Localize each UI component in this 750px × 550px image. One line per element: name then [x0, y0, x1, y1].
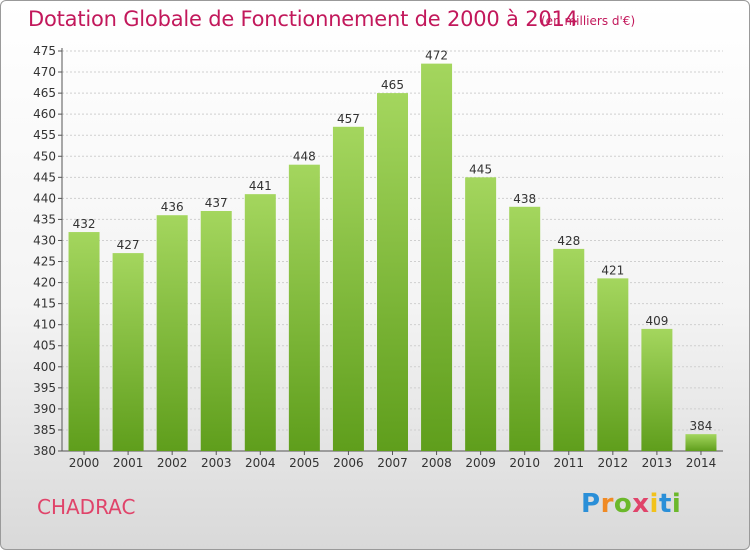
data-label-2001: 427 — [117, 238, 140, 252]
data-label-2011: 428 — [557, 234, 580, 248]
x-tick-label: 2013 — [642, 456, 673, 470]
bar-2009 — [465, 177, 497, 451]
place-name: CHADRAC — [37, 495, 136, 519]
x-tick-label: 2005 — [289, 456, 320, 470]
bars-layer — [68, 63, 717, 452]
data-label-2010: 438 — [513, 192, 536, 206]
bar-2005 — [288, 164, 320, 451]
x-tick-label: 2008 — [421, 456, 452, 470]
data-label-2003: 437 — [205, 196, 228, 210]
x-tick-label: 2000 — [69, 456, 100, 470]
proxiti-logo[interactable]: Proxiti — [581, 489, 682, 519]
y-tick-label: 440 — [33, 191, 56, 205]
data-label-2009: 445 — [469, 162, 492, 176]
bar-2014 — [685, 434, 717, 451]
bar-2000 — [68, 232, 100, 451]
x-tick-label: 2001 — [113, 456, 144, 470]
data-label-2014: 384 — [690, 419, 713, 433]
chart-title: Dotation Globale de Fonctionnement de 20… — [28, 7, 578, 31]
data-label-2008: 472 — [425, 49, 448, 63]
x-tick-label: 2002 — [157, 456, 188, 470]
data-label-2012: 421 — [601, 263, 624, 277]
data-label-2007: 465 — [381, 78, 404, 92]
y-tick-label: 455 — [33, 128, 56, 142]
x-tick-label: 2007 — [377, 456, 408, 470]
x-tick-label: 2006 — [333, 456, 364, 470]
y-tick-label: 430 — [33, 233, 56, 247]
y-tick-label: 465 — [33, 86, 56, 100]
chart-subtitle: (en milliers d'€) — [541, 14, 636, 28]
bar-2002 — [156, 215, 188, 451]
labels-layer: 380 385 390 395 400 405 410 415 420 425 430 435 440 4… — [33, 44, 716, 470]
y-tick-label: 385 — [33, 423, 56, 437]
bar-2007 — [377, 93, 408, 452]
y-tick-label: 420 — [33, 276, 56, 290]
bar-2012 — [597, 278, 629, 451]
data-label-2002: 436 — [161, 200, 184, 214]
y-tick-label: 470 — [33, 65, 56, 79]
x-tick-label: 2014 — [686, 456, 717, 470]
y-tick-label: 380 — [33, 444, 56, 458]
data-label-2005: 448 — [293, 150, 316, 164]
y-tick-label: 400 — [33, 360, 56, 374]
y-tick-label: 425 — [33, 255, 56, 269]
x-tick-label: 2010 — [509, 456, 540, 470]
bar-2006 — [332, 126, 364, 451]
bar-2011 — [553, 248, 585, 451]
x-tick-label: 2003 — [201, 456, 232, 470]
y-tick-label: 395 — [33, 381, 56, 395]
bar-2004 — [244, 194, 276, 451]
y-tick-label: 405 — [33, 339, 56, 353]
data-label-2006: 457 — [337, 112, 360, 126]
y-tick-label: 460 — [33, 107, 56, 121]
bar-2010 — [509, 206, 541, 451]
y-tick-label: 445 — [33, 170, 56, 184]
bar-2001 — [112, 253, 144, 451]
y-tick-label: 450 — [33, 149, 56, 163]
data-label-2013: 409 — [645, 314, 668, 328]
y-tick-label: 415 — [33, 297, 56, 311]
y-tick-label: 390 — [33, 402, 56, 416]
bar-2008 — [421, 63, 453, 451]
x-tick-label: 2011 — [553, 456, 584, 470]
x-tick-label: 2012 — [598, 456, 629, 470]
y-tick-label: 435 — [33, 212, 56, 226]
data-label-2004: 441 — [249, 179, 272, 193]
y-tick-label: 475 — [33, 44, 56, 58]
x-tick-label: 2004 — [245, 456, 276, 470]
bar-2013 — [641, 328, 673, 451]
x-tick-label: 2009 — [465, 456, 496, 470]
data-label-2000: 432 — [73, 217, 96, 231]
y-tick-label: 410 — [33, 318, 56, 332]
bar-2003 — [200, 211, 232, 451]
